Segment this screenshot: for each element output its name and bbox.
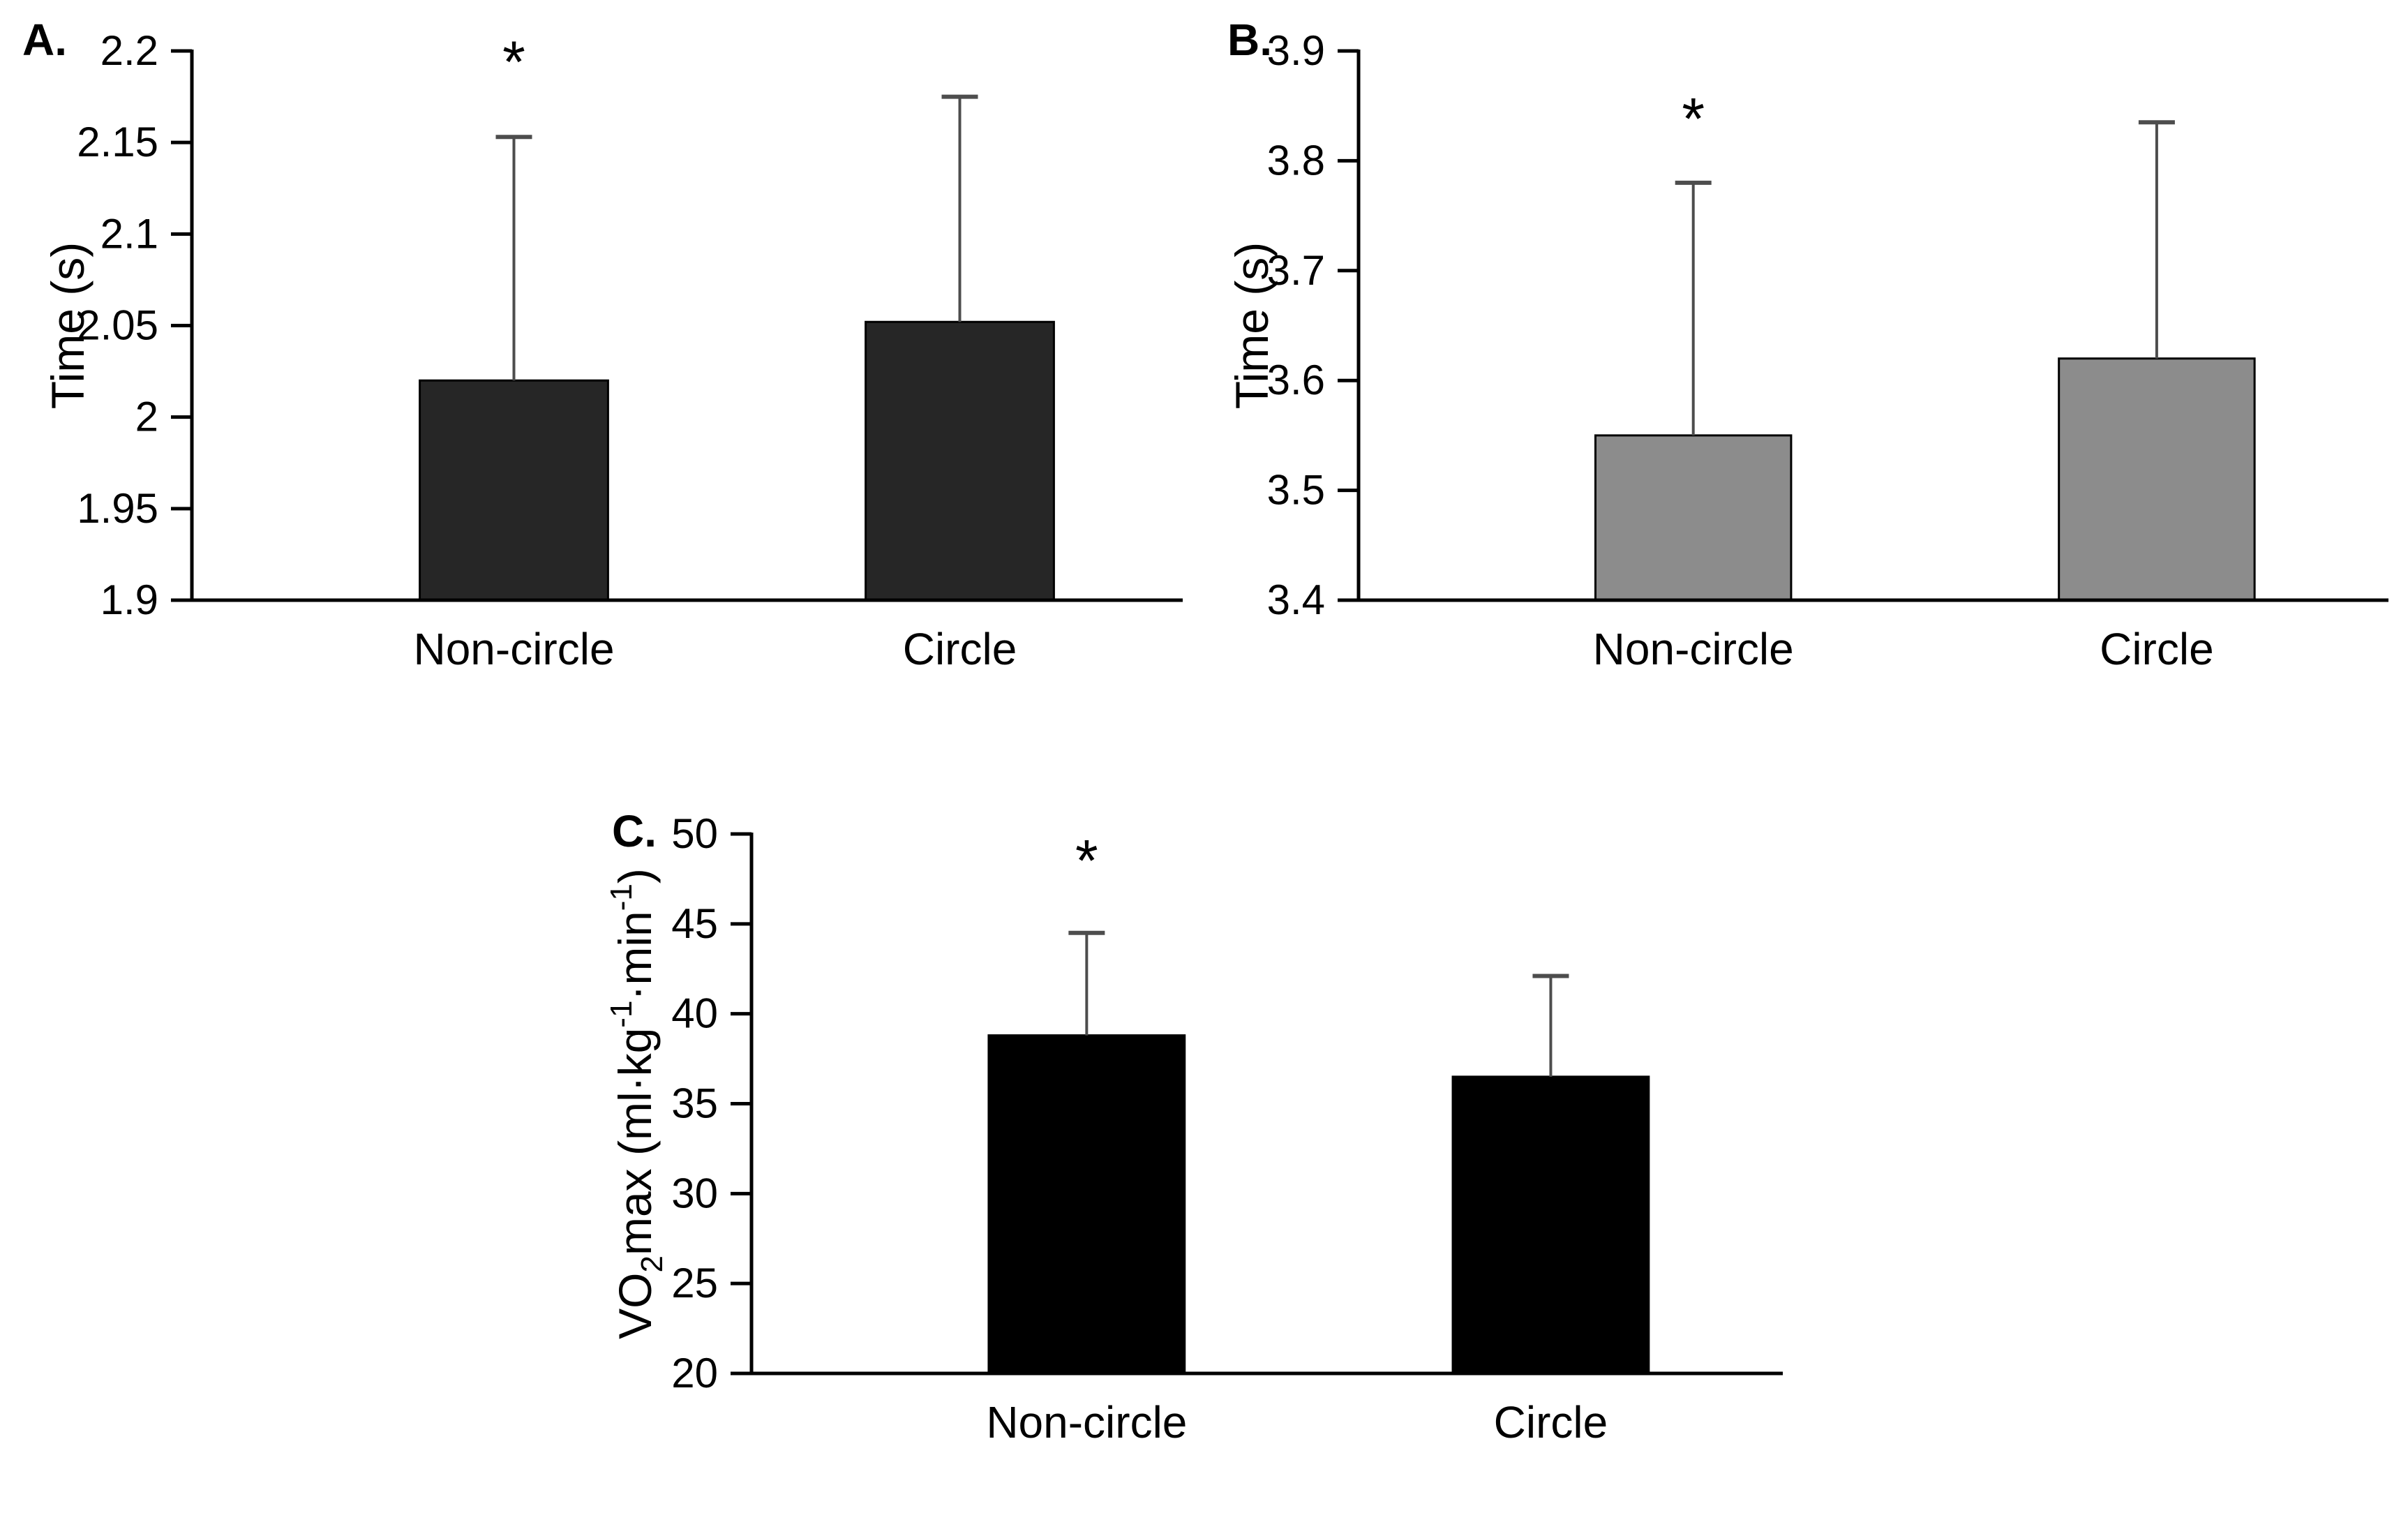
y-tick-label: 2.05: [77, 302, 158, 349]
y-tick-label: 45: [671, 900, 718, 947]
y-tick-label: 3.7: [1267, 247, 1325, 294]
x-category-label: Non-circle: [1593, 624, 1794, 674]
y-tick-label: 3.9: [1267, 27, 1325, 74]
y-tick-label: 3.4: [1267, 576, 1325, 623]
significance-asterisk: *: [1682, 86, 1705, 151]
y-tick-label: 50: [671, 810, 718, 857]
bar-circle: [865, 320, 1055, 602]
bar-circle: [1451, 1075, 1650, 1375]
panel-c: C. * 50 45 40 35 30 25 20 Non-circle Circle VO2max…: [597, 785, 1825, 1513]
y-tick-label: 1.95: [77, 485, 158, 532]
bar-non-circle: [987, 1034, 1186, 1375]
panel-b-letter: B.: [1227, 15, 1272, 65]
y-tick-label: 1.9: [100, 576, 158, 623]
y-tick-label: 3.6: [1267, 357, 1325, 403]
bar-non-circle: [1594, 434, 1793, 602]
panel-a: A. * 2.2 2.15 2.1 2.05 2 1.95 1.9 Non-circle Circ…: [14, 10, 1200, 757]
y-tick-label: 2.15: [77, 119, 158, 165]
y-tick-label: 30: [671, 1170, 718, 1216]
y-axis-title: VO2max (ml·kg-1·min-1): [604, 868, 669, 1339]
bar-circle: [2058, 357, 2256, 602]
chart-b: * 3.9 3.8 3.7 3.6 3.5 3.4 Non-circle Circle Time …: [1226, 27, 2388, 674]
x-category-label: Non-circle: [986, 1397, 1187, 1447]
x-category-label: Circle: [903, 624, 1017, 674]
y-axis-title: Time (s): [1226, 242, 1278, 410]
y-tick-label: 2: [135, 394, 158, 440]
y-tick-label: 35: [671, 1080, 718, 1127]
significance-asterisk: *: [1075, 828, 1098, 893]
chart-c: * 50 45 40 35 30 25 20 Non-circle Circle VO2max (m…: [604, 810, 1783, 1447]
panel-b: B. * 3.9 3.8 3.7 3.6 3.5 3.4 Non-circle Circle Ti…: [1225, 10, 2408, 757]
x-category-label: Circle: [2100, 624, 2214, 674]
bar-non-circle: [419, 379, 609, 602]
chart-a: * 2.2 2.15 2.1 2.05 2 1.95 1.9 Non-circle Circle T…: [42, 27, 1183, 674]
y-tick-label: 2.1: [100, 210, 158, 257]
y-tick-label: 3.8: [1267, 137, 1325, 184]
y-axis-title: Time (s): [42, 242, 94, 410]
y-tick-label: 3.5: [1267, 467, 1325, 514]
y-tick-label: 25: [671, 1260, 718, 1306]
y-tick-label: 2.2: [100, 27, 158, 74]
x-category-label: Circle: [1494, 1397, 1608, 1447]
y-tick-label: 20: [671, 1350, 718, 1396]
panel-a-letter: A.: [22, 15, 67, 65]
panel-c-letter: C.: [612, 806, 657, 856]
x-category-label: Non-circle: [413, 624, 614, 674]
y-tick-label: 40: [671, 990, 718, 1037]
significance-asterisk: *: [502, 29, 525, 95]
